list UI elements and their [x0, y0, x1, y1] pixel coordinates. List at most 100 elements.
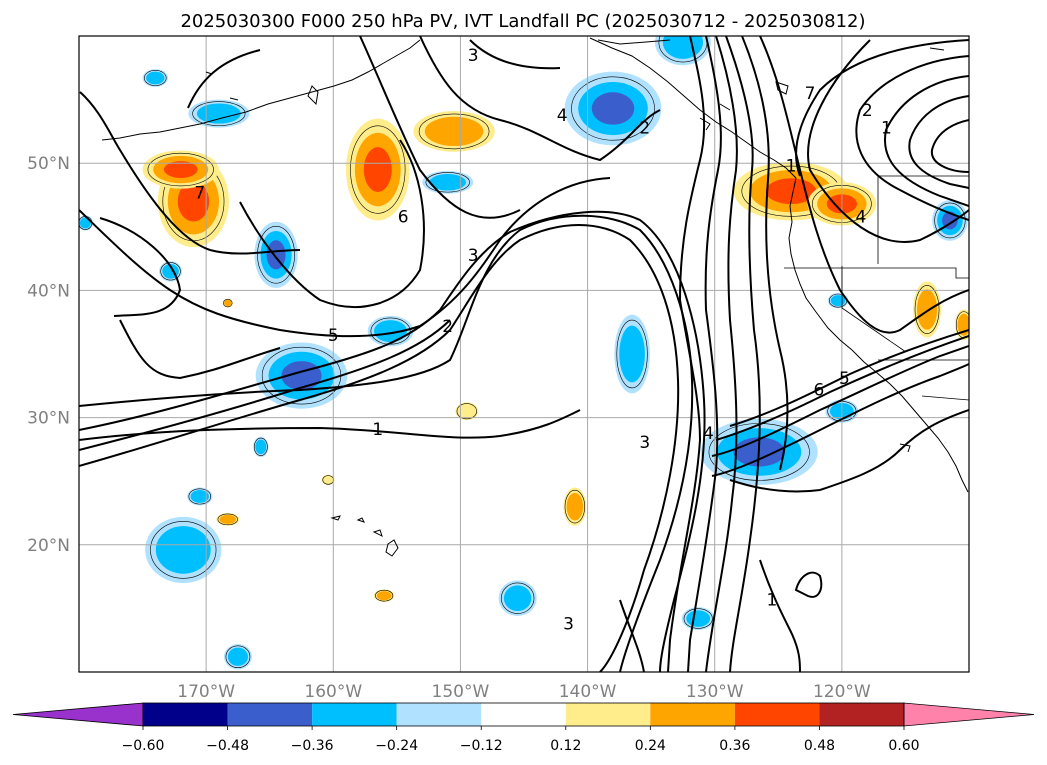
pc-anomaly-level — [227, 647, 248, 666]
colorbar-label: −0.24 — [375, 738, 418, 754]
pc-anomaly-outline — [225, 645, 251, 668]
pv-contour-label: 4 — [856, 208, 867, 228]
pc-anomaly-level — [429, 174, 467, 191]
pv-contour-label: 1 — [786, 157, 797, 177]
colorbar-extend-high — [903, 702, 1035, 727]
pc-anomaly-region — [79, 215, 93, 231]
pc-anomaly-region — [932, 200, 968, 241]
pc-anomaly-region — [827, 292, 849, 309]
pv-contour-label: 5 — [328, 326, 339, 346]
map-frame — [78, 35, 970, 673]
colorbar-bin — [734, 703, 820, 726]
pc-anomaly-outline — [418, 113, 490, 150]
pc-anomaly-region — [216, 513, 240, 526]
pc-anomaly-region — [455, 402, 479, 421]
pc-anomaly-level — [424, 116, 484, 147]
pc-anomaly-level — [79, 217, 91, 229]
pc-anomaly-outline — [456, 403, 477, 420]
pc-anomaly-level — [374, 320, 407, 343]
latitude-tick-label: 20°N — [27, 536, 70, 556]
pc-anomaly-region — [681, 607, 715, 631]
pc-anomaly-level — [503, 585, 532, 612]
latitude-tick-labels: 20°N 30°N 40°N 50°N — [27, 154, 70, 556]
pc-anomaly-outline — [150, 521, 217, 579]
pc-anomaly-region — [498, 580, 537, 617]
pv-contour-label: 1 — [881, 119, 892, 139]
latitude-tick-label: 40°N — [27, 281, 70, 301]
pc-anomaly-region — [346, 118, 410, 221]
pc-anomaly-outline — [192, 101, 246, 126]
pv-contour-label: 1 — [372, 420, 383, 440]
pc-anomaly-region — [614, 314, 650, 394]
pv-contour-label: 6 — [398, 208, 409, 228]
pc-anomaly-level — [619, 325, 645, 383]
pc-anomaly-region — [413, 111, 495, 152]
colorbar-label: 0.48 — [804, 738, 835, 754]
longitude-tick-label: 130°W — [686, 682, 744, 702]
pc-anomaly-outline — [914, 285, 940, 334]
pc-anomaly-region — [188, 99, 250, 128]
pc-anomaly-level — [321, 474, 335, 486]
pc-anomaly-outline — [564, 489, 585, 524]
pc-anomaly-level — [455, 402, 479, 421]
pc-anomaly-region — [253, 436, 269, 458]
pc-anomaly-outline — [683, 608, 713, 629]
pc-anomaly-region — [321, 474, 335, 486]
pc-anomaly-region — [187, 487, 213, 506]
pc-anomaly-level — [255, 439, 267, 455]
pv-contour-label: 3 — [468, 46, 479, 66]
pc-anomaly-region — [142, 69, 169, 87]
pc-anomaly-region — [254, 221, 298, 288]
pc-anomaly-level — [196, 103, 241, 124]
colorbar-bin — [312, 703, 397, 726]
pc-anomaly-outline — [934, 202, 966, 239]
colorbar-bin — [650, 703, 735, 726]
colorbar-bin — [481, 703, 566, 726]
pc-anomaly-outline — [144, 70, 167, 86]
pc-anomaly-outline — [253, 437, 268, 456]
pc-anomaly-outline — [425, 172, 470, 193]
pc-anomaly-outline — [571, 76, 655, 141]
colorbar-extend-low — [12, 702, 144, 727]
pc-anomaly-outline — [350, 125, 406, 214]
pv-contour-label: 3 — [563, 615, 574, 635]
pc-anomaly-level — [219, 514, 236, 524]
colorbar-bin — [227, 703, 313, 726]
colorbar-bin — [565, 703, 651, 726]
latitude-tick-label: 50°N — [27, 154, 70, 174]
pc-anomaly-region — [913, 281, 942, 338]
pv-contour-label: 5 — [839, 369, 850, 389]
pc-anomaly-outline — [616, 319, 648, 389]
pv-contour-label: 4 — [557, 106, 568, 126]
colorbar-label: 0.36 — [719, 738, 750, 754]
colorbar-label: 0.60 — [888, 738, 919, 754]
colorbar-bin — [396, 703, 482, 726]
longitude-tick-label: 160°W — [304, 682, 362, 702]
pc-anomaly-outline — [257, 226, 295, 284]
longitude-tick-label: 150°W — [432, 682, 490, 702]
longitude-tick-label: 170°W — [177, 682, 235, 702]
pc-anomaly-outline — [217, 513, 238, 526]
pc-anomaly-outline — [188, 488, 212, 505]
coastlines — [589, 37, 969, 493]
pc-anomaly-region — [373, 589, 395, 603]
longitude-tick-label: 140°W — [559, 682, 617, 702]
pc-anomaly-level — [686, 610, 711, 627]
colorbar-label: −0.12 — [460, 738, 503, 754]
pc-anomaly-level — [591, 92, 635, 125]
colorbar-bin — [819, 703, 904, 726]
map-area — [79, 36, 969, 672]
pc-anomaly-level — [830, 295, 846, 307]
pv-contour-label: 2 — [862, 101, 873, 121]
pv-contour-label: 1 — [767, 590, 778, 610]
pc-anomaly-level — [363, 147, 392, 192]
pc-anomaly-level — [376, 591, 392, 601]
pv-contour-label: 2 — [639, 119, 650, 139]
pc-anomaly-level — [155, 526, 211, 574]
pv-contour-label: 4 — [703, 424, 714, 444]
pv-contour-label: 3 — [639, 433, 650, 453]
pc-anomaly-outline — [370, 317, 411, 345]
pc-anomaly-outline — [160, 262, 181, 281]
pv-contour-label: 7 — [805, 84, 816, 104]
